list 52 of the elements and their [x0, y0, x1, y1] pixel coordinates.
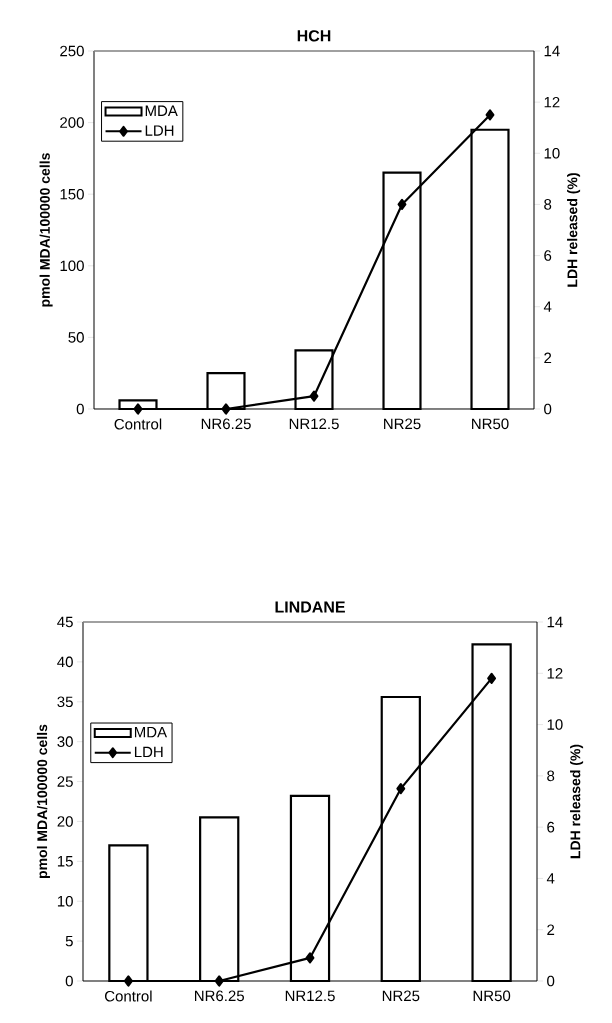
x-tick-label: NR50	[472, 418, 509, 430]
legend-label: MDA	[134, 727, 168, 738]
y-tick-label: 5	[65, 935, 73, 947]
y-tick-label: 25	[57, 776, 73, 787]
y2-tick-label: 6	[544, 250, 552, 261]
x-tick-label: NR12.5	[285, 990, 335, 1002]
y2-tick-label: 2	[544, 352, 552, 364]
y2-tick-label: 8	[544, 199, 552, 210]
chart-title: LINDANE	[275, 601, 345, 613]
x-tick-label: Control	[104, 990, 152, 1002]
y-tick-label: 150	[60, 188, 84, 200]
y-tick-label: 45	[57, 616, 73, 628]
y2-tick-label: 8	[547, 770, 555, 782]
y2-tick-label: 10	[547, 719, 563, 730]
y-tick-label: 0	[65, 975, 73, 987]
y2-tick-label: 14	[547, 616, 563, 628]
x-tick-label: NR25	[384, 418, 421, 430]
y-tick-label: 250	[60, 45, 84, 57]
y-tick-label: 0	[76, 403, 84, 415]
y2-tick-label: 10	[544, 147, 560, 159]
x-tick-label: NR6.25	[201, 418, 251, 430]
legend-label: LDH	[145, 125, 174, 136]
y-tick-label: 200	[60, 117, 84, 128]
y2-axis-title: LDH released (%)	[567, 173, 581, 287]
y2-tick-label: 12	[547, 668, 563, 679]
x-tick-label: Control	[114, 418, 162, 430]
x-tick-label: NR12.5	[289, 418, 339, 430]
y-tick-label: 35	[57, 696, 73, 708]
y-tick-label: 100	[60, 260, 84, 272]
x-tick-label: NR50	[473, 990, 511, 1002]
y2-tick-label: 14	[544, 45, 560, 57]
y-tick-label: 20	[57, 816, 73, 827]
y-tick-label: 10	[57, 895, 73, 907]
y-tick-label: 40	[57, 656, 73, 668]
y2-tick-label: 0	[544, 403, 552, 415]
legend-label: MDA	[145, 105, 178, 116]
y-axis-title: pmol MDA/100000 cells	[39, 153, 53, 307]
legend-label: LDH	[134, 746, 163, 758]
y2-tick-label: 4	[546, 873, 555, 884]
x-tick-label: NR6.25	[195, 990, 244, 1002]
x-tick-label: NR25	[382, 990, 420, 1002]
y2-axis-title: LDH released (%)	[570, 744, 584, 859]
y2-tick-label: 2	[547, 924, 555, 935]
y2-tick-label: 0	[547, 975, 555, 987]
y-tick-label: 15	[57, 856, 73, 867]
y2-tick-label: 4	[543, 301, 552, 312]
y2-tick-label: 12	[544, 96, 560, 108]
y-tick-label: 30	[57, 736, 73, 747]
y2-tick-label: 6	[547, 821, 555, 833]
chart-title: HCH	[297, 30, 331, 42]
y-tick-label: 50	[68, 332, 84, 343]
y-axis-title: pmol MDA/100000 cells	[36, 724, 50, 878]
